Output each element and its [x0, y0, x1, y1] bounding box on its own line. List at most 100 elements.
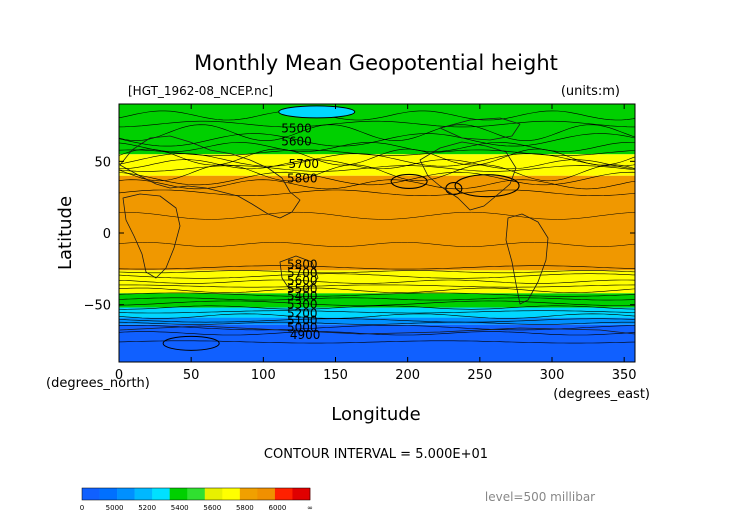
- colorbar-tick-labels: 0 5000 5200 5400 5600 5800 6000 ∞: [80, 504, 313, 512]
- contour-label: 5700: [287, 266, 318, 280]
- coastline: [419, 141, 517, 211]
- contour-line: [119, 165, 635, 172]
- contour-label: 4900: [290, 328, 321, 342]
- band-1: [119, 317, 635, 325]
- colorbar-swatch: [222, 488, 241, 500]
- contour-line: [119, 242, 635, 247]
- x-unit-label: (degrees_east): [553, 387, 650, 402]
- high-cell: [445, 182, 463, 196]
- x-tick-label: 150: [323, 368, 348, 383]
- contour-labels: 5500560057005800580057005600550054005300…: [281, 121, 320, 341]
- band-7: [119, 104, 635, 155]
- band-5: [119, 175, 635, 271]
- coastline: [505, 213, 549, 305]
- filled-contour-bands: [119, 104, 635, 362]
- colorbar-swatch: [169, 488, 188, 500]
- x-tick-label: 0: [115, 368, 123, 383]
- contour-line: [119, 124, 635, 142]
- x-tick-label: 300: [540, 368, 565, 383]
- x-tick-label: 100: [251, 368, 276, 383]
- y-axis-ticks: −50 0 50: [84, 155, 635, 314]
- y-tick-label: 50: [94, 155, 111, 170]
- contour-line: [119, 279, 635, 284]
- colorbar-swatch: [292, 488, 311, 500]
- contour-line: [119, 318, 635, 323]
- colorbar-swatch: [274, 488, 293, 500]
- units-label: (units:m): [561, 84, 620, 99]
- level-label: level=500 millibar: [485, 490, 595, 504]
- x-axis-title: Longitude: [331, 404, 421, 425]
- x-axis-ticks: 0 50 100 150 200 250 300 350: [115, 104, 637, 383]
- y-unit-label: (degrees_north): [46, 376, 150, 391]
- contour-label: 5300: [287, 298, 318, 312]
- contour-label: 5500: [287, 282, 318, 296]
- x-tick-label: 50: [183, 368, 200, 383]
- coastline: [279, 255, 319, 291]
- colorbar-swatch: [99, 488, 118, 500]
- colorbar-frame: [81, 487, 311, 501]
- contour-line: [119, 270, 635, 274]
- polar-low-cell: [278, 105, 356, 119]
- colorbar-tick-label: 5800: [236, 504, 254, 512]
- colorbar-tick-label: ∞: [307, 504, 313, 512]
- contour-line: [119, 133, 635, 147]
- high-cell: [390, 173, 428, 189]
- colorbar-tick-label: 5200: [138, 504, 156, 512]
- contour-label: 5600: [281, 134, 312, 148]
- contour-lines: [119, 105, 635, 351]
- colorbar-swatch: [239, 488, 258, 500]
- contour-line: [119, 159, 635, 170]
- colorbar-tick-label: 5400: [171, 504, 189, 512]
- high-cell: [454, 174, 520, 198]
- contour-line: [119, 110, 635, 121]
- y-axis-title: Latitude: [55, 196, 76, 270]
- contour-label: 5500: [281, 121, 312, 135]
- contour-line: [119, 340, 635, 344]
- contour-line: [119, 305, 635, 310]
- y-tick-label: −50: [84, 299, 111, 314]
- colorbar-swatch: [152, 488, 170, 500]
- colorbar-swatch: [82, 488, 100, 500]
- contour-line: [119, 189, 635, 196]
- contour-line: [119, 179, 635, 190]
- contour-line: [119, 273, 635, 279]
- contour-label: 5800: [287, 172, 318, 186]
- coastline: [119, 135, 301, 219]
- low-cell: [162, 335, 220, 351]
- colorbar-tick-label: 5600: [203, 504, 221, 512]
- file-label: [HGT_1962-08_NCEP.nc]: [128, 84, 273, 98]
- contour-line: [119, 284, 635, 288]
- band-6: [119, 154, 635, 176]
- band-0: [119, 324, 635, 362]
- x-tick-label: 200: [395, 368, 420, 383]
- contour-line: [119, 300, 635, 306]
- band-4: [119, 270, 635, 294]
- contour-label: 5800: [287, 258, 318, 272]
- colorbar-swatch: [134, 488, 153, 500]
- contour-line: [119, 149, 635, 156]
- coastline: [119, 325, 635, 335]
- chart-title: Monthly Mean Geopotential height: [194, 51, 558, 75]
- colorbar: [81, 487, 311, 501]
- x-tick-label: 250: [467, 368, 492, 383]
- contour-line: [119, 211, 635, 220]
- contour-line: [119, 331, 635, 336]
- contour-line: [119, 292, 635, 297]
- colorbar-tick-label: 6000: [269, 504, 287, 512]
- contour-line: [119, 142, 635, 152]
- colorbar-tick-label: 5000: [106, 504, 124, 512]
- x-tick-label: 350: [612, 368, 637, 383]
- contour-line: [119, 287, 635, 293]
- colorbar-swatch: [117, 488, 135, 500]
- contour-line: [119, 313, 635, 319]
- contour-line: [119, 321, 635, 325]
- contour-label: 5100: [287, 313, 318, 327]
- contour-label: 5600: [287, 273, 318, 287]
- contour-label: 5000: [287, 321, 318, 335]
- colorbar-swatch: [257, 488, 276, 500]
- contour-label: 5400: [287, 289, 318, 303]
- contour-line: [119, 265, 635, 270]
- colorbar-swatch: [204, 488, 223, 500]
- band-3: [119, 293, 635, 308]
